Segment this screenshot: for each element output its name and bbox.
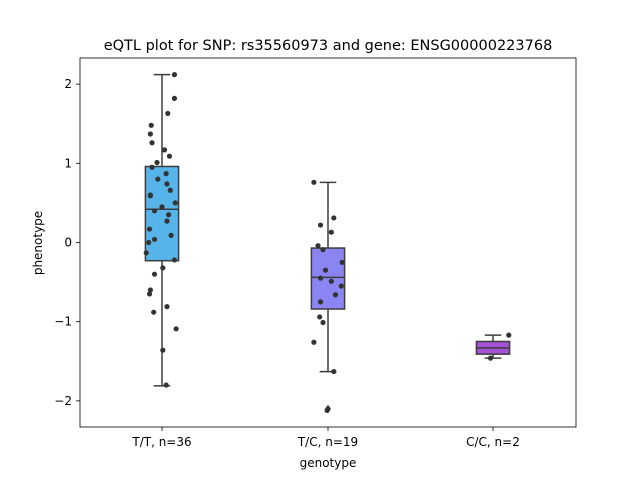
data-point <box>143 250 149 256</box>
data-point <box>324 407 330 413</box>
data-point <box>163 382 169 388</box>
box <box>310 247 346 310</box>
data-point <box>164 304 170 310</box>
data-point <box>151 271 158 277</box>
data-point <box>317 314 323 320</box>
data-point <box>160 265 166 271</box>
data-point <box>320 319 326 326</box>
y-tick-label: 0 <box>64 236 72 250</box>
data-point <box>320 247 326 253</box>
x-tick-label: C/C, n=2 <box>466 435 520 449</box>
data-point <box>171 72 178 78</box>
data-point <box>339 259 345 265</box>
data-point <box>317 299 324 305</box>
data-point <box>151 208 158 214</box>
data-point <box>166 153 173 159</box>
data-point <box>151 236 158 242</box>
x-axis-label: genotype <box>300 456 357 470</box>
data-point <box>161 147 168 153</box>
data-point <box>322 267 329 273</box>
data-point <box>328 278 334 284</box>
box <box>144 165 180 262</box>
data-point <box>147 192 153 198</box>
data-point <box>311 339 317 345</box>
data-point <box>317 222 324 228</box>
data-point <box>331 215 337 221</box>
data-point <box>146 226 153 232</box>
chart-title: eQTL plot for SNP: rs35560973 and gene: … <box>104 38 553 54</box>
data-point <box>506 332 512 338</box>
x-tick-label: T/C, n=19 <box>297 435 358 449</box>
data-point <box>315 243 321 249</box>
data-point <box>311 179 317 185</box>
data-point <box>146 239 152 246</box>
x-tick-label: T/T, n=36 <box>131 435 191 449</box>
data-point <box>172 200 178 206</box>
data-point <box>163 171 169 177</box>
data-point <box>164 218 170 224</box>
box-group <box>310 181 346 413</box>
data-point <box>171 257 178 263</box>
data-point <box>171 95 178 101</box>
data-point <box>166 212 172 218</box>
data-point <box>149 164 155 170</box>
data-point <box>167 187 173 193</box>
data-point <box>332 292 339 298</box>
box-group <box>475 334 511 359</box>
y-tick-label: 1 <box>64 156 72 170</box>
data-point <box>165 110 171 117</box>
data-point <box>487 355 494 361</box>
y-tick-label: 2 <box>64 77 72 91</box>
data-point <box>155 176 161 182</box>
data-point <box>147 131 153 137</box>
data-point <box>328 229 334 235</box>
data-point <box>168 232 174 238</box>
data-point <box>160 347 166 353</box>
data-point <box>317 275 324 281</box>
data-point <box>338 283 344 289</box>
data-point <box>151 309 157 315</box>
data-point <box>154 159 160 166</box>
data-point <box>148 122 154 128</box>
data-point <box>146 291 153 297</box>
data-point <box>149 140 155 146</box>
data-point <box>173 326 179 332</box>
y-axis-label: phenotype <box>31 211 45 275</box>
data-point <box>159 204 165 210</box>
y-tick-label: −2 <box>54 394 72 408</box>
data-point <box>331 368 337 375</box>
y-tick-label: −1 <box>54 315 72 329</box>
data-point <box>164 181 170 187</box>
data-point <box>147 287 153 293</box>
